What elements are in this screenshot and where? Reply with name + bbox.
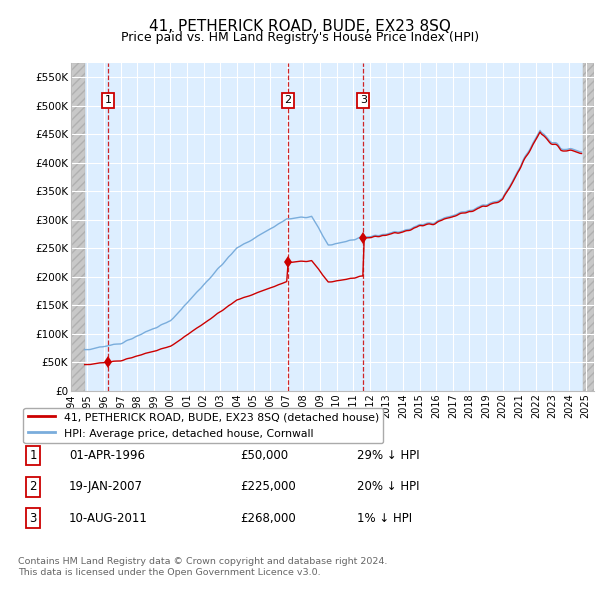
Text: £50,000: £50,000 <box>240 449 288 462</box>
Text: 20% ↓ HPI: 20% ↓ HPI <box>357 480 419 493</box>
Text: 41, PETHERICK ROAD, BUDE, EX23 8SQ: 41, PETHERICK ROAD, BUDE, EX23 8SQ <box>149 19 451 34</box>
Legend: 41, PETHERICK ROAD, BUDE, EX23 8SQ (detached house), HPI: Average price, detache: 41, PETHERICK ROAD, BUDE, EX23 8SQ (deta… <box>23 408 383 443</box>
Text: 10-AUG-2011: 10-AUG-2011 <box>69 512 148 525</box>
Text: £268,000: £268,000 <box>240 512 296 525</box>
Text: 01-APR-1996: 01-APR-1996 <box>69 449 145 462</box>
Text: Contains HM Land Registry data © Crown copyright and database right 2024.: Contains HM Land Registry data © Crown c… <box>18 557 388 566</box>
Bar <box>583 63 594 391</box>
Text: 3: 3 <box>360 95 367 105</box>
Text: 29% ↓ HPI: 29% ↓ HPI <box>357 449 419 462</box>
Text: £225,000: £225,000 <box>240 480 296 493</box>
Text: 2: 2 <box>284 95 291 105</box>
Text: 2: 2 <box>29 480 37 493</box>
Text: 1: 1 <box>104 95 112 105</box>
Text: This data is licensed under the Open Government Licence v3.0.: This data is licensed under the Open Gov… <box>18 568 320 577</box>
Text: Price paid vs. HM Land Registry's House Price Index (HPI): Price paid vs. HM Land Registry's House … <box>121 31 479 44</box>
Text: 1: 1 <box>29 449 37 462</box>
Text: 1% ↓ HPI: 1% ↓ HPI <box>357 512 412 525</box>
Text: 19-JAN-2007: 19-JAN-2007 <box>69 480 143 493</box>
Text: 3: 3 <box>29 512 37 525</box>
Bar <box>71 63 85 391</box>
